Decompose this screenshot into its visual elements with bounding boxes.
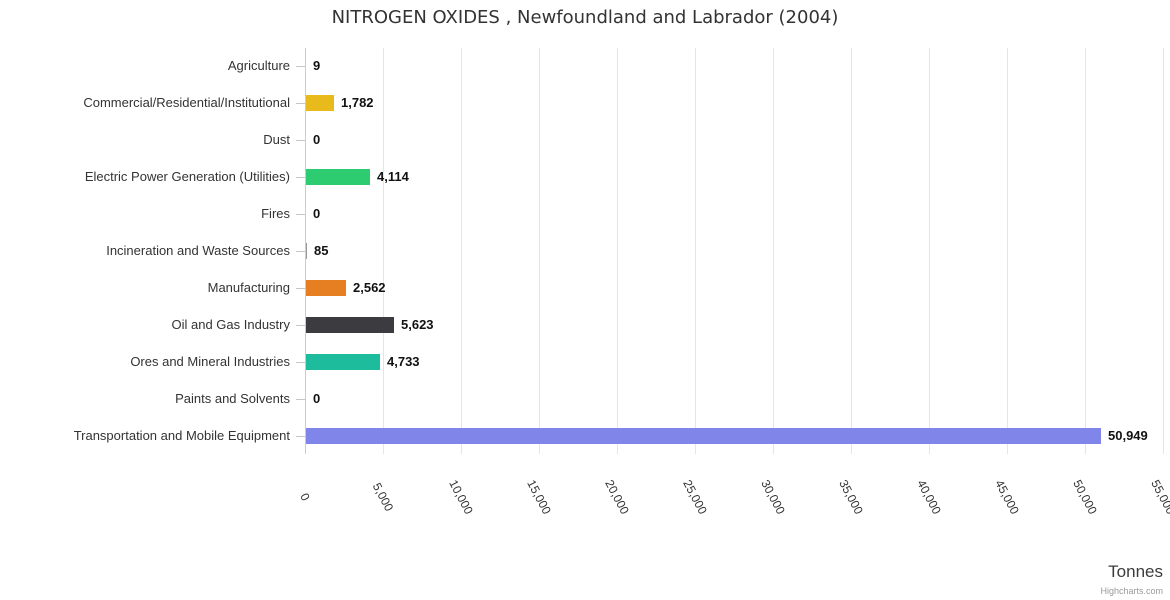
category-label: Fires — [261, 206, 290, 221]
category-tick — [296, 103, 305, 104]
bar-value-label: 4,114 — [377, 169, 409, 184]
x-axis-tick-label: 10,000 — [446, 477, 476, 517]
bar[interactable] — [306, 169, 370, 185]
category-tick — [296, 66, 305, 67]
gridline — [1007, 48, 1008, 454]
bar[interactable] — [306, 354, 380, 370]
gridline — [773, 48, 774, 454]
gridline — [461, 48, 462, 454]
category-axis-line — [305, 48, 306, 454]
gridline — [695, 48, 696, 454]
category-label: Oil and Gas Industry — [171, 317, 291, 332]
x-axis-tick-label: 20,000 — [602, 477, 632, 517]
category-tick — [296, 251, 305, 252]
bar-value-label: 1,782 — [341, 95, 374, 110]
x-axis-tick-label: 40,000 — [914, 477, 944, 517]
bar[interactable] — [306, 428, 1101, 444]
x-axis-tick-label: 35,000 — [836, 477, 866, 517]
bar-value-label: 2,562 — [353, 280, 386, 295]
x-axis-title: Tonnes — [1108, 562, 1163, 581]
gridline — [929, 48, 930, 454]
x-axis-tick-label: 50,000 — [1070, 477, 1100, 517]
bar-value-label: 0 — [313, 132, 321, 147]
gridline — [617, 48, 618, 454]
bar[interactable] — [306, 243, 307, 259]
x-axis-tick-label: 15,000 — [524, 477, 554, 517]
category-label: Agriculture — [227, 58, 290, 73]
bar[interactable] — [306, 95, 334, 111]
bar-value-label: 5,623 — [401, 317, 434, 332]
category-tick — [296, 362, 305, 363]
bar-value-label: 9 — [313, 58, 321, 73]
category-label: Transportation and Mobile Equipment — [73, 428, 290, 443]
category-tick — [296, 177, 305, 178]
gridline — [383, 48, 384, 454]
category-label: Paints and Solvents — [175, 391, 290, 406]
category-tick — [296, 288, 305, 289]
gridline — [539, 48, 540, 454]
x-axis-tick-label: 0 — [297, 490, 313, 504]
x-axis-tick-label: 30,000 — [758, 477, 788, 517]
category-label: Electric Power Generation (Utilities) — [84, 169, 290, 184]
category-label: Commercial/Residential/Institutional — [83, 95, 290, 110]
category-tick — [296, 399, 305, 400]
x-axis-tick-label: 55,000 — [1148, 477, 1170, 517]
bar-value-label: 0 — [313, 206, 321, 221]
category-label: Manufacturing — [207, 280, 290, 295]
gridline — [851, 48, 852, 454]
chart-title: NITROGEN OXIDES , Newfoundland and Labra… — [331, 7, 839, 28]
gridline — [1163, 48, 1164, 454]
bar[interactable] — [306, 280, 346, 296]
category-label: Incineration and Waste Sources — [106, 243, 290, 258]
gridline — [1085, 48, 1086, 454]
category-label: Dust — [263, 132, 290, 147]
bar-value-label: 0 — [313, 391, 321, 406]
bar-value-label: 4,733 — [387, 354, 420, 369]
bar-value-label: 50,949 — [1108, 428, 1148, 443]
highcharts-credit-link[interactable]: Highcharts.com — [1100, 586, 1163, 596]
category-tick — [296, 436, 305, 437]
x-axis-tick-label: 45,000 — [992, 477, 1022, 517]
category-tick — [296, 325, 305, 326]
bar-value-label: 85 — [314, 243, 329, 258]
category-label: Ores and Mineral Industries — [130, 354, 290, 369]
category-tick — [296, 140, 305, 141]
category-tick — [296, 214, 305, 215]
x-axis-tick-label: 5,000 — [369, 480, 397, 514]
x-axis-tick-label: 25,000 — [680, 477, 710, 517]
bar[interactable] — [306, 317, 394, 333]
